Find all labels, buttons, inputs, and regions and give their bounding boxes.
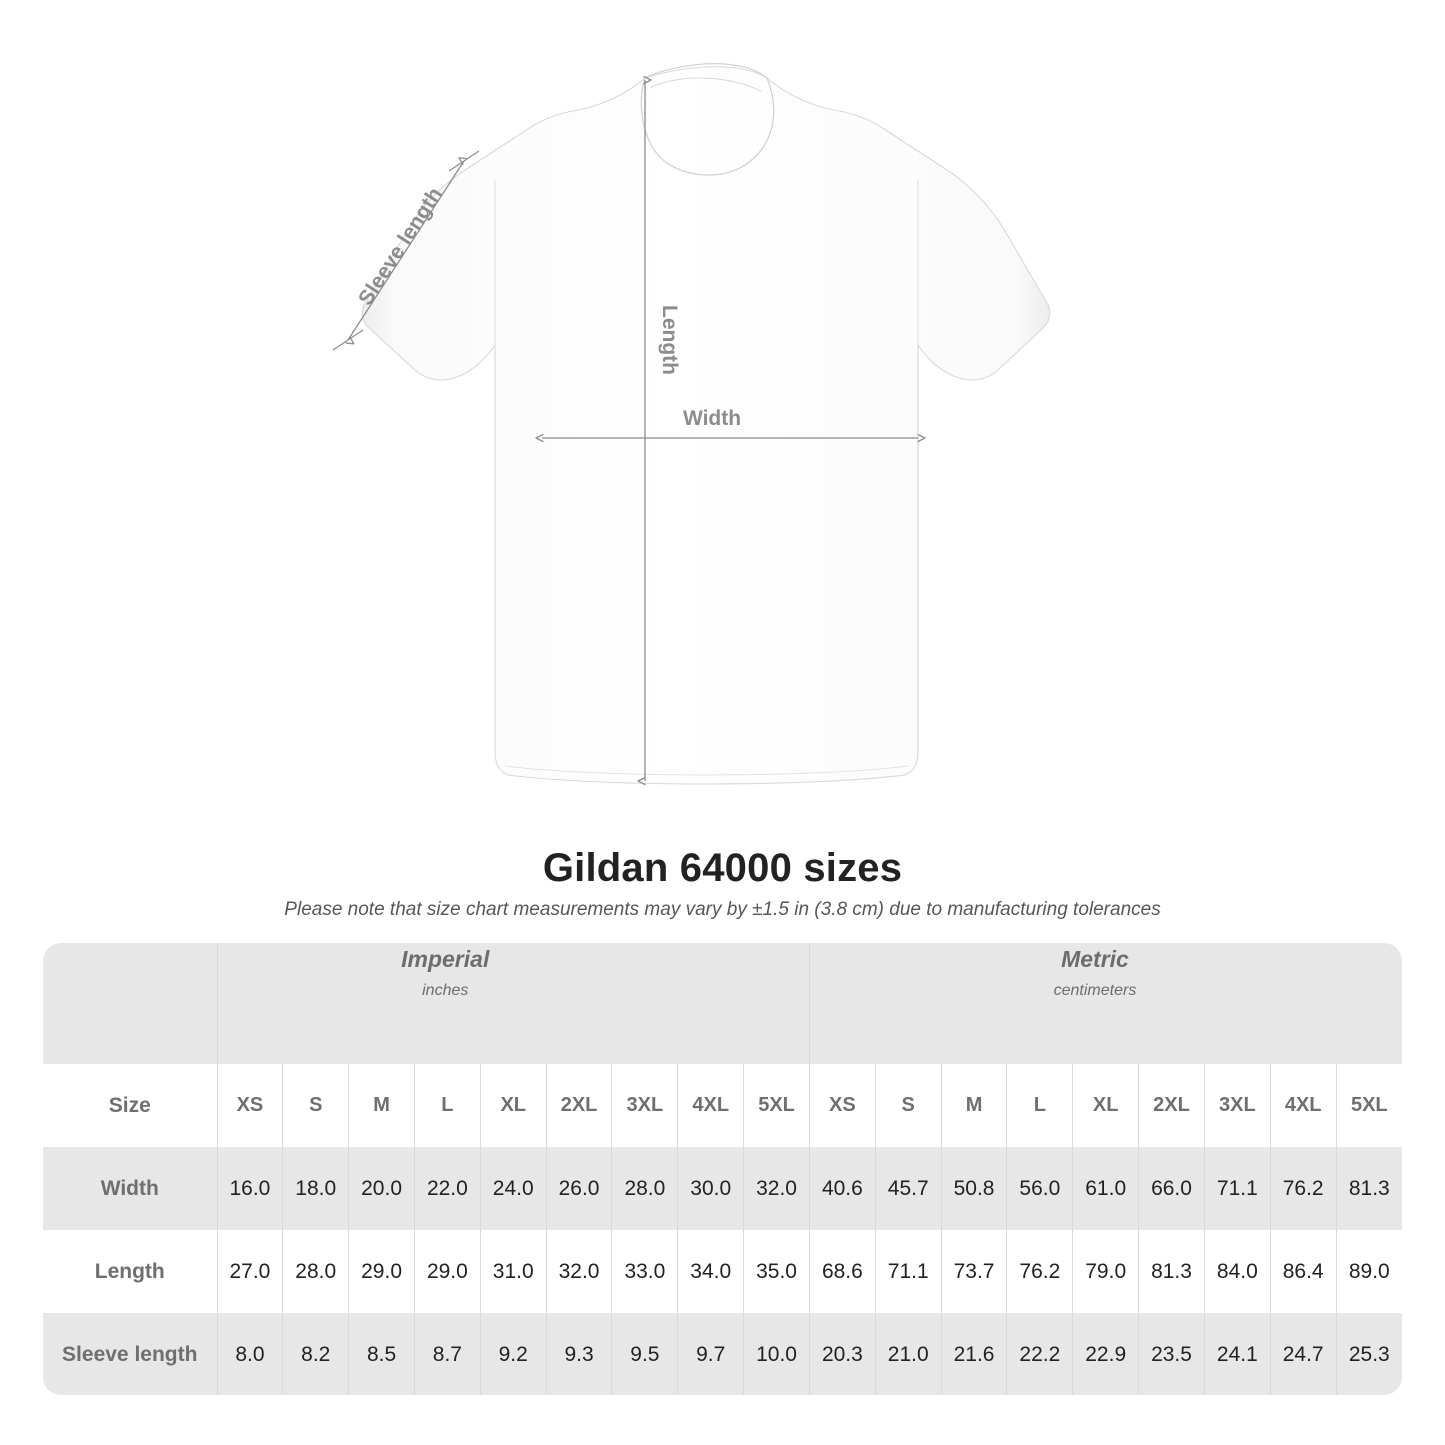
svg-text:Length: Length (658, 305, 681, 375)
svg-text:Width: Width (683, 407, 741, 430)
